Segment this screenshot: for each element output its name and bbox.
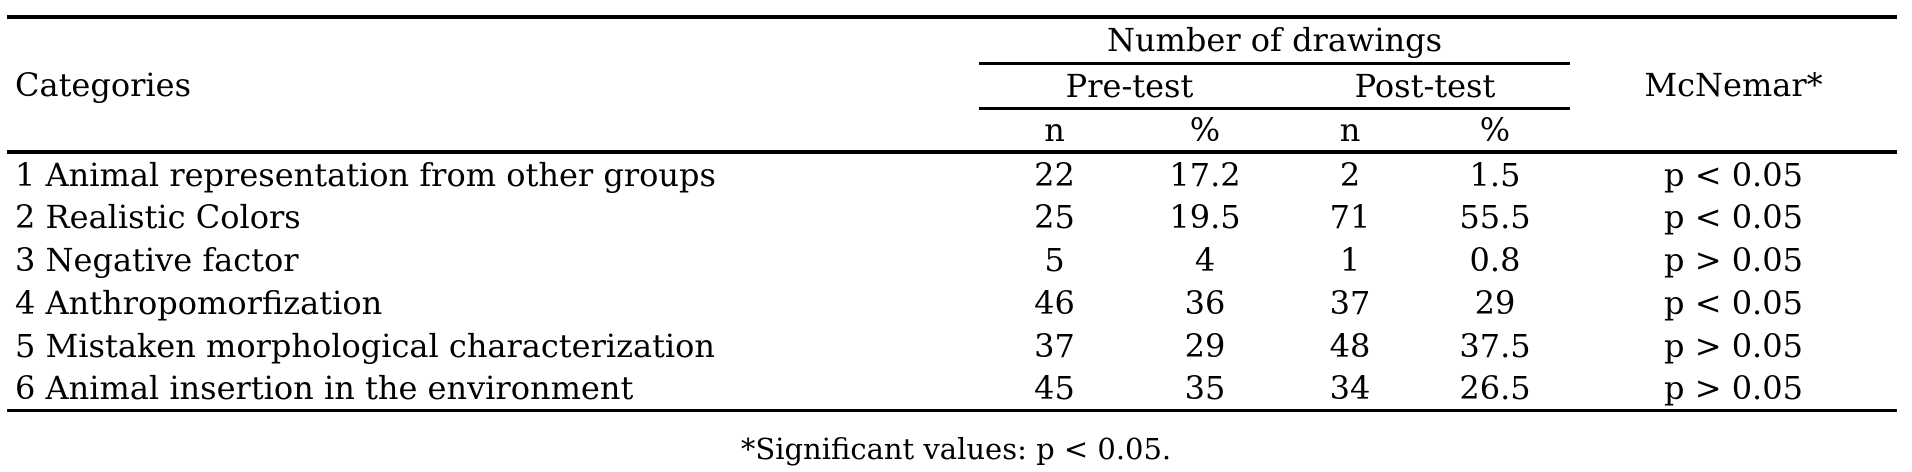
post-n-cell: 34 [1280, 367, 1420, 412]
mcnemar-cell: p < 0.05 [1664, 155, 1803, 194]
pretest-n-header: n [979, 108, 1130, 154]
pre-pct-cell: 36 [1184, 283, 1226, 322]
pre-n-cell: 25 [1034, 197, 1075, 236]
pre-n-cell: 37 [1034, 326, 1075, 365]
post-n-cell: 37 [1329, 283, 1371, 322]
significance-footnote: *Significant values: p < 0.05. [740, 432, 1172, 466]
table-row: 4 Anthropomorfization 46 36 37 29 p < 0.… [7, 281, 1897, 324]
post-pct-cell: 55.5 [1459, 197, 1531, 236]
table-row: 2 Realistic Colors 25 19.5 71 55.5 p < 0… [7, 195, 1897, 238]
header-row-tests: Pre-test Post-test [7, 63, 1897, 110]
mcnemar-cell: p > 0.05 [1570, 367, 1897, 412]
table-body: 1 Animal representation from other group… [7, 152, 1897, 412]
table-row: 1 Animal representation from other group… [7, 152, 1897, 195]
post-pct-cell: 37.5 [1459, 326, 1531, 365]
mcnemar-cell: p > 0.05 [1664, 240, 1803, 279]
number-of-drawings-group-header: Number of drawings [979, 17, 1570, 65]
post-n-cell: 48 [1329, 326, 1371, 365]
category-cell: 3 Negative factor [15, 240, 299, 279]
posttest-n-header: n [1280, 108, 1420, 154]
pre-pct-cell: 29 [1184, 326, 1226, 365]
table-header: Categories Number of drawings McNemar* P… [7, 17, 1897, 154]
category-cell: 5 Mistaken morphological characterizatio… [15, 326, 716, 365]
pre-n-cell: 46 [1034, 283, 1075, 322]
pre-pct-cell: 17.2 [1169, 155, 1241, 194]
post-n-cell: 2 [1339, 155, 1361, 194]
post-n-cell: 1 [1339, 240, 1361, 279]
category-cell: 4 Anthropomorfization [15, 283, 383, 322]
mcnemar-cell: p < 0.05 [1664, 197, 1803, 236]
category-cell: 1 Animal representation from other group… [15, 155, 716, 194]
pre-pct-cell: 4 [1194, 240, 1216, 279]
posttest-header: Post-test [1280, 63, 1570, 110]
table-row: 5 Mistaken morphological characterizatio… [7, 324, 1897, 367]
post-pct-cell: 26.5 [1420, 367, 1570, 412]
posttest-pct-header: % [1420, 108, 1570, 154]
header-row-subcols: n % n % [7, 108, 1897, 154]
mcnemar-cell: p < 0.05 [1664, 283, 1803, 322]
pre-n-cell: 22 [1034, 155, 1075, 194]
post-n-cell: 71 [1329, 197, 1371, 236]
category-cell: 2 Realistic Colors [15, 197, 301, 236]
pre-pct-cell: 19.5 [1169, 197, 1241, 236]
pre-n-cell: 5 [1044, 240, 1065, 279]
pre-pct-cell: 35 [1130, 367, 1280, 412]
mcnemar-column-header: McNemar* [1570, 17, 1897, 154]
table-row: 3 Negative factor 5 4 1 0.8 p > 0.05 [7, 238, 1897, 281]
post-pct-cell: 0.8 [1469, 240, 1521, 279]
mcnemar-cell: p > 0.05 [1664, 326, 1803, 365]
header-row-group: Categories Number of drawings McNemar* [7, 17, 1897, 154]
post-pct-cell: 1.5 [1469, 155, 1521, 194]
results-table: Categories Number of drawings McNemar* P… [7, 15, 1897, 412]
pre-n-cell: 45 [979, 367, 1130, 412]
pretest-pct-header: % [1130, 108, 1280, 154]
category-cell: 6 Animal insertion in the environment [7, 367, 979, 412]
post-pct-cell: 29 [1474, 283, 1516, 322]
pretest-header: Pre-test [979, 63, 1280, 110]
table-row: 6 Animal insertion in the environment 45… [7, 367, 1897, 412]
categories-column-header: Categories [7, 17, 979, 154]
